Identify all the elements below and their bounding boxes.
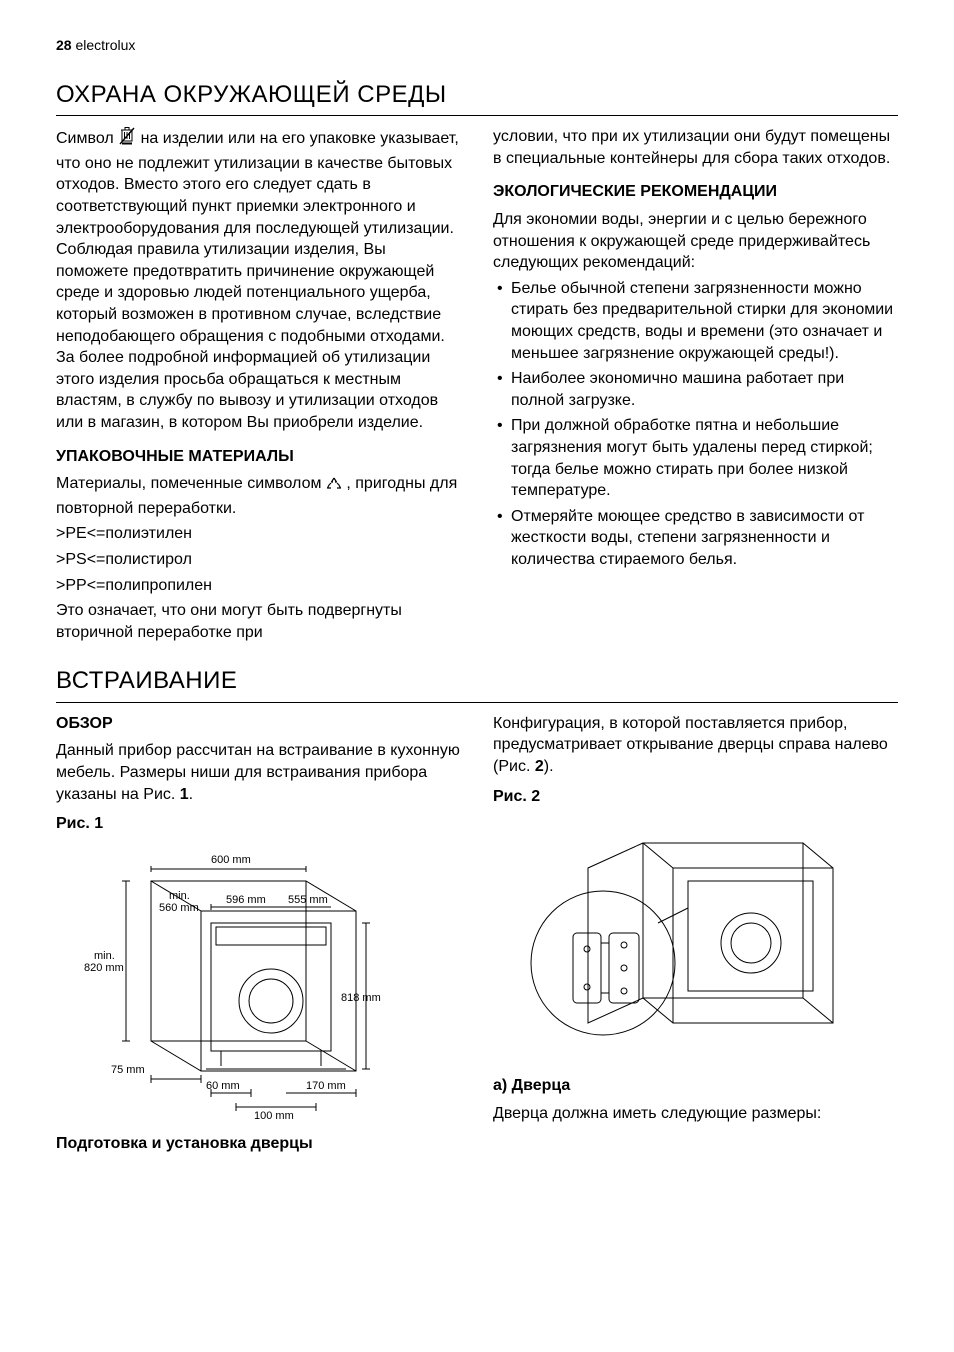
eco-item: Наиболее экономично машина работает при …: [493, 368, 898, 411]
material-ps: >PS<=полистирол: [56, 549, 461, 571]
fig1-svg: 600 mm 596 mm 555 mm min. 560 mm min. 82…: [56, 841, 396, 1121]
overview-p-pre: Данный прибор рассчитан на встраивание в…: [56, 742, 460, 802]
material-pe: >PE<=полиэтилен: [56, 523, 461, 545]
packaging-p1: Материалы, помеченные символом , пригодн…: [56, 473, 461, 519]
page-header: 28 electrolux: [56, 36, 898, 55]
door-prep-heading: Подготовка и установка дверцы: [56, 1133, 461, 1155]
config-p-post: ).: [544, 758, 554, 775]
env-two-column: Символ на изделии или на его упаковке ук…: [56, 126, 898, 647]
eco-intro: Для экономии воды, энергии и с целью бер…: [493, 209, 898, 274]
config-paragraph: Конфигурация, в которой поставляется при…: [493, 713, 898, 778]
fig1-label: Рис. 1: [56, 813, 461, 835]
eco-item: Отмеряйте моющее средство в зависимости …: [493, 506, 898, 571]
env-continuation: условии, что при их утилизации они будут…: [493, 126, 898, 169]
dim-600: 600 mm: [211, 854, 251, 866]
section-title-environment: ОХРАНА ОКРУЖАЮЩЕЙ СРЕДЫ: [56, 79, 898, 111]
fig2-label: Рис. 2: [493, 786, 898, 808]
packaging-p2: Это означает, что они могут быть подверг…: [56, 600, 461, 643]
dim-596: 596 mm: [226, 894, 266, 906]
brand-name: electrolux: [75, 37, 135, 53]
dim-min820b: 820 mm: [84, 962, 124, 974]
weee-bin-icon: [118, 126, 136, 153]
overview-heading: ОБЗОР: [56, 713, 461, 735]
packaging-p1-pre: Материалы, помеченные символом: [56, 475, 326, 492]
dim-60: 60 mm: [206, 1080, 240, 1092]
door-a-paragraph: Дверца должна иметь следующие размеры:: [493, 1103, 898, 1125]
material-pp: >PP<=полипропилен: [56, 575, 461, 597]
overview-paragraph: Данный прибор рассчитан на встраивание в…: [56, 740, 461, 805]
section-rule-2: [56, 702, 898, 703]
door-a-heading: а) Дверца: [493, 1075, 898, 1097]
figure-2: [493, 813, 898, 1063]
eco-item: При должной обработке пятна и небольшие …: [493, 415, 898, 501]
env-intro-pre: Символ: [56, 130, 118, 147]
dim-75: 75 mm: [111, 1064, 145, 1076]
section-rule: [56, 115, 898, 116]
overview-fig-num: 1: [180, 786, 189, 803]
page-number: 28: [56, 37, 72, 53]
eco-heading: ЭКОЛОГИЧЕСКИЕ РЕКОМЕНДАЦИИ: [493, 181, 898, 203]
config-fig-num: 2: [535, 758, 544, 775]
packaging-heading: УПАКОВОЧНЫЕ МАТЕРИАЛЫ: [56, 446, 461, 468]
dim-818: 818 mm: [341, 992, 381, 1004]
eco-item: Белье обычной степени загрязненности мож…: [493, 278, 898, 364]
dim-555: 555 mm: [288, 894, 328, 906]
dim-170: 170 mm: [306, 1080, 346, 1092]
env-intro-paragraph: Символ на изделии или на его упаковке ук…: [56, 126, 461, 433]
section-title-buildin: ВСТРАИВАНИЕ: [56, 665, 898, 697]
fig2-svg: [493, 813, 853, 1063]
overview-p-post: .: [189, 786, 193, 803]
figure-1: 600 mm 596 mm 555 mm min. 560 mm min. 82…: [56, 841, 461, 1121]
recycle-icon: [326, 476, 342, 498]
dim-100: 100 mm: [254, 1110, 294, 1121]
eco-bullet-list: Белье обычной степени загрязненности мож…: [493, 278, 898, 571]
dim-min820a: min.: [94, 950, 115, 962]
dim-min560b: 560 mm: [159, 902, 199, 914]
env-intro-post: на изделии или на его упаковке указывает…: [56, 130, 459, 431]
dim-min560a: min.: [169, 890, 190, 902]
buildin-two-column: ОБЗОР Данный прибор рассчитан на встраив…: [56, 713, 898, 1161]
